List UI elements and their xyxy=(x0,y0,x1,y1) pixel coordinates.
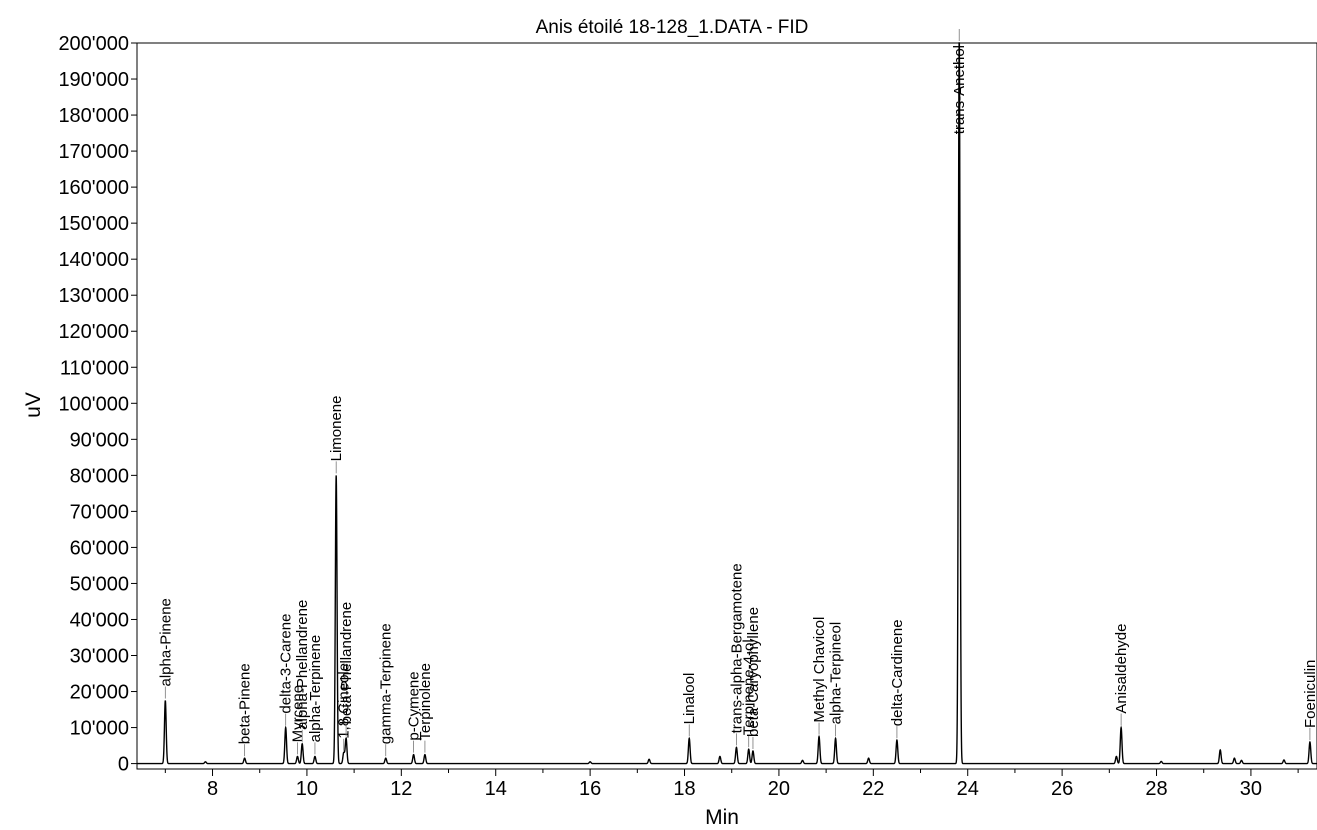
x-tick-label: 18 xyxy=(673,778,695,800)
y-tick-label: 90'000 xyxy=(70,429,129,451)
peak-label: beta-Pinene xyxy=(237,663,254,744)
peak-label: alpha-Terpinene xyxy=(307,635,324,743)
peak-label: 1,8 Cineole xyxy=(336,663,353,739)
plot-frame xyxy=(136,42,1317,770)
chart-title: Anis étoilé 18-128_1.DATA - FID xyxy=(536,17,809,38)
y-tick-label: 10'000 xyxy=(70,718,129,740)
y-tick-label: 0 xyxy=(118,754,129,776)
peak-label: delta-3-Carene xyxy=(278,614,295,714)
x-axis: 8 10 12 14 16 18 20 22 24 26 28 30 xyxy=(164,769,1299,800)
peak-label: Terpinene-4-ol xyxy=(741,639,758,735)
y-tick-label: 190'000 xyxy=(58,69,129,91)
y-tick-label: 60'000 xyxy=(70,537,129,559)
x-tick-label: 26 xyxy=(1051,778,1073,800)
peak-label: Linalool xyxy=(681,673,698,725)
y-tick-label: 140'000 xyxy=(58,249,129,271)
x-tick-label: 8 xyxy=(207,778,218,800)
peak-label: alpha-Phellandrene xyxy=(294,600,311,730)
y-tick-label: 40'000 xyxy=(70,609,129,631)
x-tick-label: 22 xyxy=(862,778,884,800)
peak-label: Anisaldehyde xyxy=(1113,624,1130,714)
peak-label: Terpinolene xyxy=(417,663,434,741)
x-tick-label: 28 xyxy=(1145,778,1167,800)
peak-label: alpha-Terpineol xyxy=(828,622,845,725)
peak-label: beta-Phellandrene xyxy=(338,602,355,725)
y-tick-label: 170'000 xyxy=(58,141,129,163)
y-tick-label: 130'000 xyxy=(58,285,129,307)
x-tick-label: 20 xyxy=(768,778,790,800)
y-tick-label: 150'000 xyxy=(58,213,129,235)
peak-label: Myrcene xyxy=(290,685,307,743)
x-tick-label: 12 xyxy=(390,778,412,800)
peak-label: Methyl Chavicol xyxy=(811,617,828,723)
peak-label: Foeniculin xyxy=(1302,660,1317,728)
peak-label: Limonene xyxy=(328,396,345,462)
y-tick-label: 30'000 xyxy=(70,646,129,668)
peak-label: alpha-Pinene xyxy=(157,598,174,686)
peak-label: delta-Cardinene xyxy=(889,619,906,726)
y-tick-label: 50'000 xyxy=(70,573,129,595)
x-tick-label: 14 xyxy=(485,778,507,800)
x-tick-label: 16 xyxy=(579,778,601,800)
y-tick-label: 160'000 xyxy=(58,177,129,199)
x-tick-label: 24 xyxy=(957,778,979,800)
x-axis-label: Min xyxy=(705,806,739,829)
y-tick-label: 80'000 xyxy=(70,465,129,487)
y-tick-label: 180'000 xyxy=(58,105,129,127)
peak-label: trans-alpha-Bergamotene xyxy=(728,563,745,733)
y-axis: 0 10'000 20'000 30'000 40'000 50'000 60'000 70'… xyxy=(58,33,137,776)
y-tick-label: 110'000 xyxy=(60,357,129,379)
peak-labels: alpha-Pinene beta-Pinene delta-3-CareneMyr… xyxy=(157,29,1317,757)
peak-label: beta-Caryophyllene xyxy=(745,607,762,737)
peak-label: trans-Anethol xyxy=(951,45,968,134)
y-tick-label: 100'000 xyxy=(58,393,129,415)
y-tick-label: 20'000 xyxy=(70,682,129,704)
y-tick-label: 200'000 xyxy=(58,33,129,55)
y-tick-label: 70'000 xyxy=(70,501,129,523)
chromatogram-trace xyxy=(137,42,1317,765)
y-axis-label: uV xyxy=(22,392,45,418)
peak-label: gamma-Terpinene xyxy=(378,623,395,744)
x-tick-label: 30 xyxy=(1240,778,1262,800)
peak-label: p-Cymene xyxy=(406,671,423,740)
y-tick-label: 120'000 xyxy=(58,321,129,343)
x-tick-label: 10 xyxy=(296,778,318,800)
